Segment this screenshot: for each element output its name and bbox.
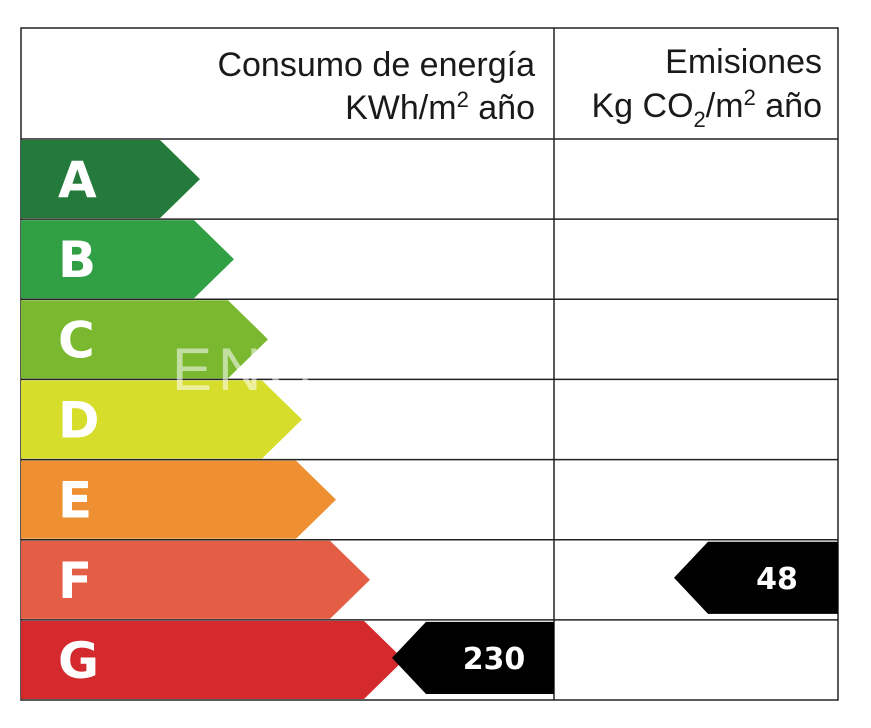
- watermark: ENC: [172, 336, 317, 403]
- consumption-header-line1: Consumo de energía: [217, 46, 535, 84]
- table-grid: [20, 27, 839, 701]
- consumption-header-line2: KWh/m2 año: [345, 87, 535, 127]
- rating-letter-a: A: [58, 151, 97, 209]
- emissions-marker: [674, 541, 838, 614]
- rating-letter-f: F: [58, 552, 92, 610]
- emissions-header-line2: Kg CO2/m2 año: [591, 85, 822, 132]
- rating-bar-d: [21, 380, 302, 459]
- rating-bar-e: [21, 460, 336, 539]
- rating-letter-b: B: [58, 231, 96, 289]
- rating-markers: 230 48: [392, 541, 838, 694]
- emissions-header-line1: Emisiones: [665, 43, 822, 81]
- rating-bar-a: [21, 140, 200, 219]
- rating-bar-b: [21, 220, 234, 299]
- consumption-marker: [392, 621, 554, 694]
- rating-bar-c: [21, 300, 268, 379]
- rating-letter-g: G: [58, 632, 99, 690]
- rating-bar-f: [21, 540, 370, 619]
- consumption-value: 230: [463, 642, 526, 677]
- rating-letter-c: C: [58, 311, 95, 369]
- rating-letter-d: D: [58, 392, 100, 450]
- rating-bar-g: [21, 620, 404, 699]
- emissions-value: 48: [756, 562, 798, 597]
- rating-letter-e: E: [58, 472, 92, 530]
